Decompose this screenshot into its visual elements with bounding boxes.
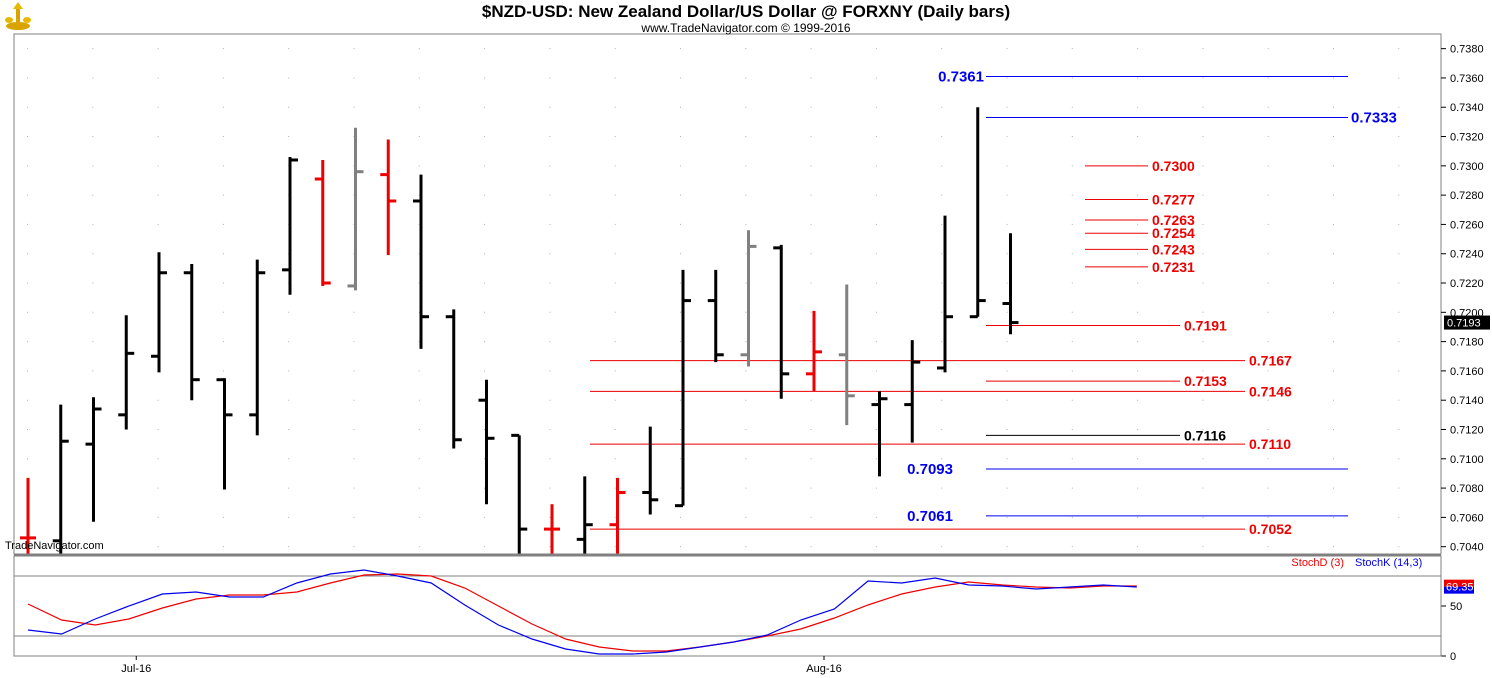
level-label-0.7191: 0.7191 bbox=[1184, 317, 1227, 333]
trade-navigator-logo-icon bbox=[5, 2, 31, 30]
ohlc-bar-11 bbox=[380, 139, 397, 256]
ohlc-bar-10 bbox=[347, 127, 364, 291]
y-tick-label-7: 0.7180 bbox=[1450, 337, 1484, 349]
y-tick-label-2: 0.7080 bbox=[1450, 483, 1484, 495]
legend-stochk: StochK (14,3) bbox=[1355, 557, 1422, 569]
level-label-0.7231: 0.7231 bbox=[1152, 259, 1195, 275]
level-label-0.7110: 0.7110 bbox=[1249, 436, 1291, 452]
ohlc-bar-23 bbox=[773, 244, 790, 399]
chart-frames bbox=[13, 33, 1442, 657]
chart-title: $NZD-USD: New Zealand Dollar/US Dollar @… bbox=[481, 2, 1011, 21]
y-tick-label-11: 0.7260 bbox=[1450, 219, 1484, 231]
osc-series-0 bbox=[27, 573, 1137, 652]
y-tick-label-4: 0.7120 bbox=[1450, 424, 1484, 436]
legend-stochd: StochD (3) bbox=[1291, 557, 1344, 569]
level-label-0.7093: 0.7093 bbox=[907, 461, 953, 478]
level-label-0.7243: 0.7243 bbox=[1152, 241, 1195, 257]
level-label-0.7361: 0.7361 bbox=[938, 68, 984, 85]
level-label-0.7116: 0.7116 bbox=[1184, 427, 1226, 443]
level-label-0.7254: 0.7254 bbox=[1152, 225, 1195, 241]
stochastic-panel: StochD (3) StochK (14,3) 0 50 69.35 bbox=[14, 557, 1474, 663]
level-label-0.7146: 0.7146 bbox=[1249, 383, 1292, 399]
price-levels: 0.73610.73330.73000.72770.72630.72540.72… bbox=[590, 68, 1397, 537]
price-gridlines bbox=[14, 48, 1441, 548]
y-tick-label-16: 0.7360 bbox=[1450, 73, 1484, 85]
level-label-0.7153: 0.7153 bbox=[1184, 373, 1227, 389]
x-tick-label-1: Aug-16 bbox=[806, 663, 841, 675]
y-tick-label-10: 0.7240 bbox=[1450, 249, 1484, 261]
ohlc-bar-15 bbox=[511, 433, 528, 554]
ohlc-bars bbox=[20, 107, 1019, 554]
current-price-label: 0.7193 bbox=[1447, 318, 1481, 330]
ohlc-bar-18 bbox=[609, 477, 626, 554]
y-tick-label-14: 0.7320 bbox=[1450, 132, 1484, 144]
ohlc-bar-3 bbox=[118, 315, 135, 430]
osc-y-tick-1: 50 bbox=[1450, 601, 1462, 613]
level-label-0.7277: 0.7277 bbox=[1152, 192, 1195, 208]
ohlc-bar-19 bbox=[642, 426, 659, 515]
ohlc-bar-9 bbox=[314, 159, 331, 286]
ohlc-bar-30 bbox=[1002, 233, 1019, 335]
ohlc-bar-4 bbox=[151, 252, 167, 373]
y-tick-label-9: 0.7220 bbox=[1450, 278, 1484, 290]
ohlc-bar-8 bbox=[282, 157, 298, 295]
ohlc-bar-29 bbox=[969, 107, 986, 319]
y-tick-label-6: 0.7160 bbox=[1450, 366, 1484, 378]
level-label-0.7061: 0.7061 bbox=[907, 508, 953, 525]
y-tick-label-12: 0.7280 bbox=[1450, 190, 1484, 202]
ohlc-bar-2 bbox=[85, 397, 102, 522]
ohlc-bar-21 bbox=[707, 269, 724, 363]
ohlc-bar-16 bbox=[544, 504, 560, 554]
ohlc-bar-24 bbox=[806, 310, 822, 392]
y-tick-label-3: 0.7100 bbox=[1450, 454, 1484, 466]
ohlc-bar-22 bbox=[740, 230, 757, 367]
ohlc-bar-5 bbox=[183, 263, 200, 401]
y-tick-label-0: 0.7040 bbox=[1450, 542, 1484, 554]
level-label-0.7300: 0.7300 bbox=[1152, 158, 1195, 174]
level-label-0.7052: 0.7052 bbox=[1249, 521, 1292, 537]
price-axis: 0.7040 0.7060 0.7080 0.7100 0.7120 0.7140 0.71… bbox=[1441, 44, 1490, 554]
level-label-0.7263: 0.7263 bbox=[1152, 212, 1195, 228]
level-label-0.7167: 0.7167 bbox=[1249, 353, 1292, 369]
copyright-text: www.TradeNavigator.com © 1999-2016 bbox=[641, 21, 851, 35]
ohlc-bar-28 bbox=[937, 215, 953, 373]
osc-current-box-bottom bbox=[1444, 586, 1474, 594]
ohlc-bar-25 bbox=[838, 284, 855, 426]
ohlc-bar-1 bbox=[52, 404, 69, 554]
ohlc-bar-7 bbox=[249, 259, 266, 436]
y-tick-label-5: 0.7140 bbox=[1450, 395, 1484, 407]
osc-series-1 bbox=[27, 569, 1137, 655]
y-tick-label-13: 0.7300 bbox=[1450, 161, 1484, 173]
date-axis: Jul-16 Aug-16 bbox=[121, 656, 842, 675]
watermark-text: TradeNavigator.com bbox=[5, 540, 104, 552]
osc-current-box-top bbox=[1444, 579, 1474, 587]
ohlc-bar-0 bbox=[20, 477, 36, 554]
ohlc-bar-13 bbox=[445, 309, 462, 449]
osc-current-label: 69.35 bbox=[1446, 582, 1474, 594]
ohlc-bar-20 bbox=[675, 269, 691, 508]
y-tick-label-17: 0.7380 bbox=[1450, 44, 1484, 56]
y-tick-label-1: 0.7060 bbox=[1450, 512, 1484, 524]
osc-y-tick-0: 0 bbox=[1450, 651, 1456, 663]
ohlc-bar-6 bbox=[216, 378, 233, 490]
y-tick-label-15: 0.7340 bbox=[1450, 102, 1484, 114]
ohlc-bar-26 bbox=[871, 391, 888, 477]
level-label-0.7333: 0.7333 bbox=[1351, 109, 1397, 126]
current-price-box bbox=[1444, 315, 1490, 330]
ohlc-bar-14 bbox=[478, 379, 495, 505]
ohlc-bar-17 bbox=[576, 476, 593, 554]
ohlc-bar-27 bbox=[904, 340, 921, 443]
x-tick-label-0: Jul-16 bbox=[121, 663, 151, 675]
ohlc-bar-12 bbox=[413, 174, 429, 349]
